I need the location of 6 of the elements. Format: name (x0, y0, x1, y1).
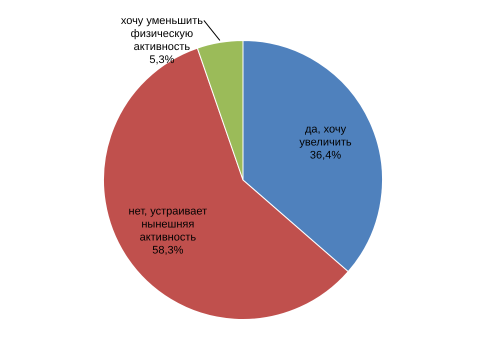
data-label: 58,3% (152, 244, 184, 256)
data-label: 5,3% (149, 54, 175, 66)
slice-label: хочу уменьшить физическую активность (120, 14, 204, 53)
data-label: 36,4% (310, 149, 342, 162)
slice-label: нет, устраивает нынешняя активность (128, 205, 208, 244)
slice-label: да, хочу увеличить (299, 123, 352, 148)
